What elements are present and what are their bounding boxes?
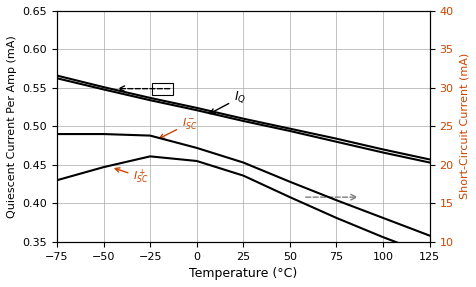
Y-axis label: Quiescent Current Per Amp (mA): Quiescent Current Per Amp (mA) [7, 35, 17, 218]
Bar [152, 83, 172, 95]
Y-axis label: Short-Circuit Current (mA): Short-Circuit Current (mA) [459, 53, 469, 199]
Text: $I_{SC}^-$: $I_{SC}^-$ [159, 116, 198, 138]
Text: $I_Q$: $I_Q$ [210, 90, 246, 114]
Text: $I_{SC}^+$: $I_{SC}^+$ [115, 168, 149, 186]
X-axis label: Temperature (°C): Temperature (°C) [189, 267, 298, 280]
